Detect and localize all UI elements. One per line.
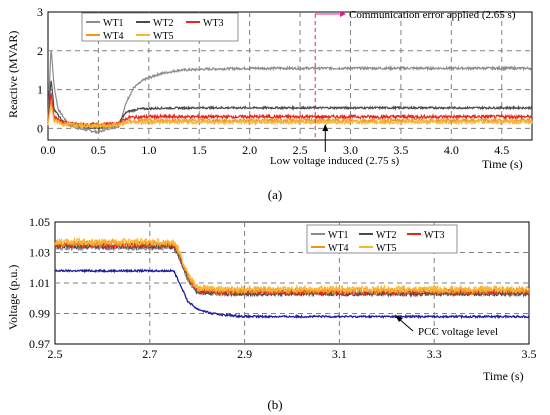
y-tick-label: 0 (37, 121, 43, 135)
x-tick-label: 3.0 (343, 143, 358, 157)
y-tick-labels-b: 0.97 0.99 1.01 1.03 1.05 (29, 215, 50, 351)
x-tick-label: 2.5 (48, 347, 63, 361)
x-tick-label: 3.3 (427, 347, 442, 361)
series-line-wt1 (47, 50, 533, 135)
series-line-wt3 (47, 92, 533, 128)
x-tick-label: 3.1 (332, 347, 347, 361)
legend-label: WT4 (103, 31, 124, 42)
legend-box (81, 12, 239, 42)
legend-label: WT1 (103, 18, 124, 29)
x-tick-label: 1.0 (141, 143, 156, 157)
pcc-label: PCC voltage level (418, 326, 498, 338)
series-line-pcc (54, 268, 530, 320)
y-tick-label: 0.99 (29, 307, 50, 321)
series-line-wt2 (47, 80, 533, 131)
x-axis-title-a: Time (s) (482, 157, 523, 171)
y-tick-label: 1.03 (29, 246, 50, 260)
x-tick-label: 2.9 (237, 347, 252, 361)
comm-error-arrowhead (340, 11, 346, 17)
x-tick-label: 3.5 (522, 347, 537, 361)
y-tick-label: 1.01 (29, 276, 50, 290)
comm-error-label: Communication error applied (2.65 s) (349, 9, 516, 21)
y-axis-title-a: Reactive (MVAR) (6, 31, 20, 118)
x-tick-label: 3.5 (393, 143, 408, 157)
panel-label-a: (a) (268, 187, 282, 202)
panel-label-b: (b) (267, 397, 282, 412)
x-axis-title-b: Time (s) (483, 369, 524, 383)
legend-label: WT5 (153, 31, 174, 42)
y-axis-title-b: Voltage (p.u.) (6, 265, 20, 330)
y-tick-label: 2 (37, 44, 43, 58)
legend-label: WT5 (376, 243, 397, 254)
series-line-wt5 (54, 236, 530, 295)
panel-b: 2.5 2.7 2.9 3.1 3.3 3.5 0.970.991.011.031.05 … (6, 215, 537, 412)
x-tick-labels-a: 0.0 0.5 1.0 1.5 2.0 2.5 3.0 3.5 4.0 4.5 (41, 143, 510, 157)
legend-label: WT2 (376, 230, 397, 241)
legend-box (306, 224, 458, 254)
x-tick-label: 0.5 (91, 143, 106, 157)
series-b (54, 236, 530, 320)
pcc-arrowhead (395, 315, 403, 322)
x-tick-label: 4.5 (494, 143, 509, 157)
series-line-wt4 (47, 100, 533, 129)
legend-a: WT1 WT2 WT3 WT4 WT5 (81, 12, 239, 42)
y-tick-label: 3 (37, 5, 43, 19)
x-tick-label: 1.5 (192, 143, 207, 157)
y-tick-label: 0.97 (29, 337, 50, 351)
x-tick-label: 2.0 (242, 143, 257, 157)
legend-label: WT1 (328, 230, 349, 241)
x-tick-label: 2.5 (293, 143, 308, 157)
y-tick-label: 1 (37, 83, 43, 97)
legend-label: WT3 (424, 230, 445, 241)
y-tick-label: 1.05 (29, 215, 50, 229)
legend-label: WT2 (153, 18, 174, 29)
x-tick-label: 0.0 (41, 143, 56, 157)
low-voltage-arrowhead (322, 124, 329, 131)
legend-label: WT3 (203, 18, 224, 29)
x-tick-label: 2.7 (142, 347, 157, 361)
x-tick-labels-b: 2.5 2.7 2.9 3.1 3.3 3.5 (48, 347, 537, 361)
low-voltage-label: Low voltage induced (2.75 s) (270, 155, 400, 167)
series-a (47, 50, 533, 135)
series-line-wt5 (47, 104, 533, 130)
legend-label: WT4 (328, 243, 349, 254)
legend-b: WT1 WT2 WT3 WT4 WT5 (306, 224, 458, 254)
x-tick-label: 4.0 (444, 143, 459, 157)
y-tick-labels-a: 0 1 2 3 (37, 5, 43, 135)
